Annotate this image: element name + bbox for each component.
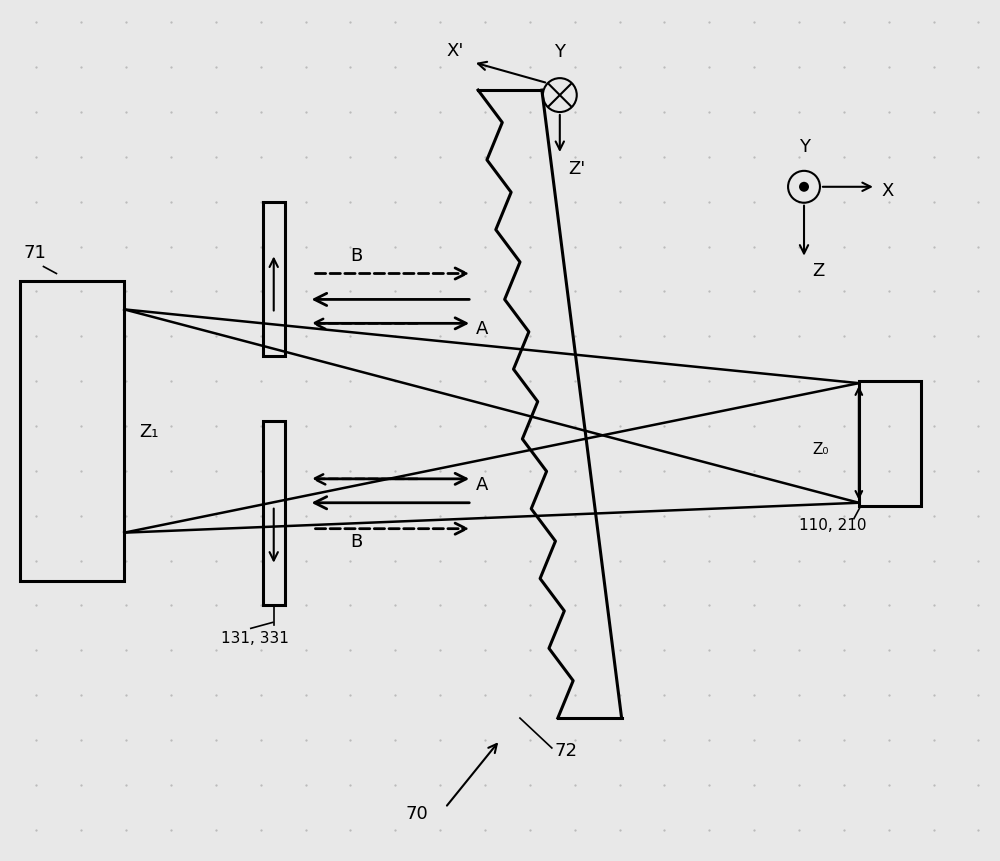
Bar xyxy=(859,381,921,506)
Text: Z₀: Z₀ xyxy=(812,442,829,456)
Text: 70: 70 xyxy=(405,804,428,821)
Text: B: B xyxy=(350,246,363,264)
Text: 72: 72 xyxy=(555,741,578,759)
Bar xyxy=(263,422,285,606)
Bar xyxy=(20,282,124,581)
Text: Y: Y xyxy=(799,138,810,156)
Text: X': X' xyxy=(446,42,464,60)
Text: A: A xyxy=(476,475,488,493)
Text: 131, 331: 131, 331 xyxy=(221,630,289,646)
Text: A: A xyxy=(476,320,488,338)
Text: Y: Y xyxy=(554,43,565,61)
Text: X: X xyxy=(882,182,894,200)
Circle shape xyxy=(799,183,809,193)
Text: B: B xyxy=(350,532,363,550)
Text: 71: 71 xyxy=(24,244,46,261)
Text: Z₁: Z₁ xyxy=(139,423,159,441)
Text: 110, 210: 110, 210 xyxy=(799,517,867,532)
Text: Z': Z' xyxy=(568,159,585,177)
Bar xyxy=(263,202,285,356)
Text: Z: Z xyxy=(812,261,824,279)
